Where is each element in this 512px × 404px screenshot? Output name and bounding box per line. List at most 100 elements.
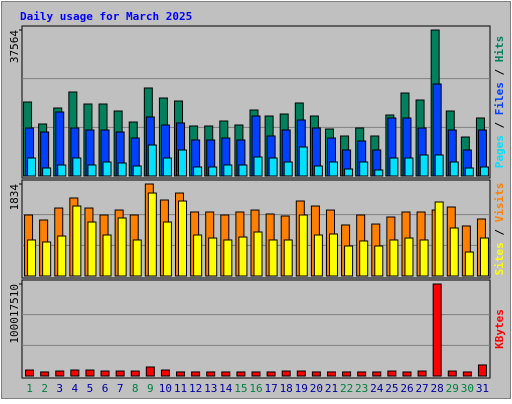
legend-separator: / — [493, 62, 506, 82]
bar — [404, 157, 414, 177]
bar — [374, 169, 384, 177]
y-tick-label: 100017510 — [8, 284, 21, 344]
bar — [283, 161, 293, 177]
x-tick-label: 12 — [189, 382, 202, 395]
legend: Sites / Visits — [493, 183, 506, 276]
bar — [359, 161, 369, 177]
bar — [268, 157, 278, 177]
bar — [251, 371, 261, 377]
bar — [70, 369, 80, 377]
x-tick-label: 6 — [102, 382, 109, 395]
bar — [417, 370, 427, 377]
bar — [208, 166, 218, 177]
bar — [238, 164, 248, 177]
bar — [57, 235, 67, 277]
x-tick-label: 13 — [204, 382, 217, 395]
legend: Pages / Files / Hits — [493, 36, 506, 169]
panel-frame — [21, 279, 491, 379]
bar — [449, 227, 459, 277]
bar — [160, 369, 170, 377]
bar — [434, 154, 444, 177]
bar — [372, 371, 382, 377]
bar — [42, 241, 52, 277]
x-tick-label: 14 — [219, 382, 233, 395]
x-tick-label: 19 — [295, 382, 308, 395]
bar — [298, 146, 308, 177]
legend-entry: Files — [493, 82, 506, 115]
bar — [464, 251, 474, 277]
legend-entry: Hits — [493, 36, 506, 63]
x-tick-label: 26 — [400, 382, 413, 395]
x-tick-label: 7 — [117, 382, 124, 395]
bar — [479, 237, 489, 277]
x-tick-label: 25 — [385, 382, 398, 395]
bar — [87, 221, 97, 277]
bar — [357, 371, 367, 377]
bar — [402, 371, 412, 377]
bar — [117, 217, 127, 277]
bar — [462, 371, 472, 377]
bar — [102, 234, 112, 277]
legend: KBytes — [493, 309, 506, 349]
x-tick-label: 11 — [174, 382, 187, 395]
bar — [208, 237, 218, 277]
bar — [57, 164, 67, 177]
x-tick-label: 30 — [461, 382, 474, 395]
bar — [221, 371, 231, 377]
x-tick-label: 15 — [234, 382, 247, 395]
bar — [132, 165, 142, 177]
x-tick-label: 10 — [159, 382, 172, 395]
bar — [326, 371, 336, 377]
x-tick-label: 23 — [355, 382, 368, 395]
bar — [223, 239, 233, 277]
bar — [72, 205, 82, 277]
bar — [42, 167, 52, 177]
bar — [389, 157, 399, 177]
bar — [268, 239, 278, 277]
bar — [447, 370, 457, 377]
bar — [281, 370, 291, 377]
bar — [344, 168, 354, 177]
bar — [27, 239, 37, 277]
bar — [253, 156, 263, 177]
bar — [344, 245, 354, 277]
x-tick-label: 28 — [431, 382, 444, 395]
bar — [374, 245, 384, 277]
legend-entry: Pages — [493, 135, 506, 168]
x-tick-label: 4 — [72, 382, 79, 395]
bar — [387, 370, 397, 377]
legend-entry: Sites — [493, 242, 506, 275]
legend-entry: Visits — [493, 183, 506, 223]
legend-separator: / — [493, 115, 506, 135]
y-tick-label: 1834 — [8, 184, 21, 211]
legend-separator: / — [493, 222, 506, 242]
bar — [132, 239, 142, 277]
x-tick-label: 16 — [249, 382, 262, 395]
x-tick-label: 20 — [310, 382, 323, 395]
bar — [236, 371, 246, 377]
bar — [432, 283, 442, 377]
bar — [434, 201, 444, 277]
bar — [223, 164, 233, 177]
bar — [296, 370, 306, 377]
x-tick-label: 27 — [415, 382, 428, 395]
bar — [130, 370, 140, 377]
bar — [359, 240, 369, 277]
bar — [479, 166, 489, 177]
bar — [313, 165, 323, 177]
bar — [477, 364, 487, 377]
bar — [342, 371, 352, 377]
x-tick-label: 18 — [280, 382, 293, 395]
bar — [72, 157, 82, 177]
bar — [206, 371, 216, 377]
bar — [147, 192, 157, 277]
x-tick-label: 21 — [325, 382, 338, 395]
bar — [193, 234, 203, 277]
bar — [464, 167, 474, 177]
x-tick-label: 9 — [147, 382, 154, 395]
bar — [178, 149, 188, 177]
x-tick-label: 24 — [370, 382, 384, 395]
bar — [419, 154, 429, 177]
